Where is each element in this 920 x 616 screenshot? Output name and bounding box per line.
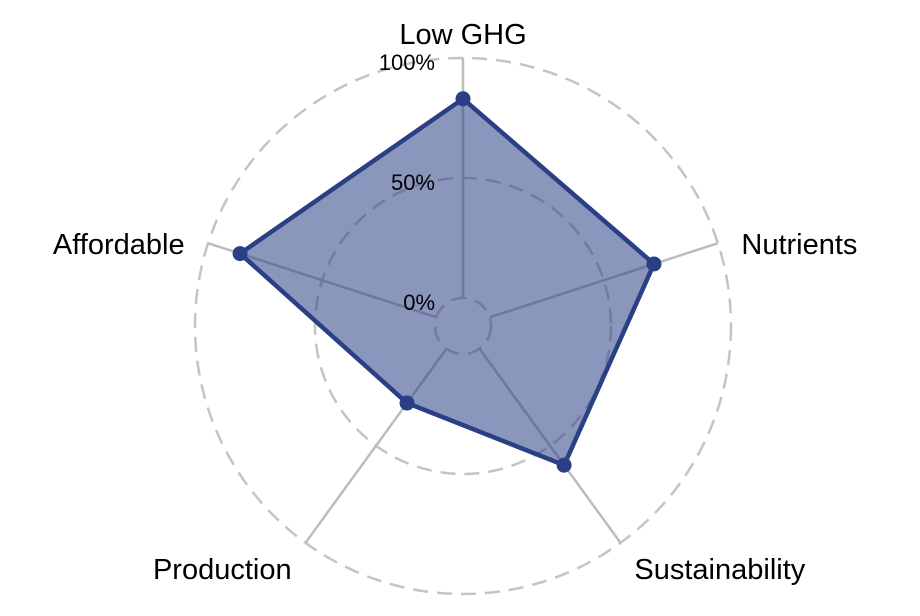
tick-label-50: 50% [391, 170, 435, 195]
series-area [237, 96, 657, 468]
data-points [232, 91, 662, 473]
data-point-4 [232, 246, 248, 262]
data-point-0 [455, 91, 471, 107]
axis-label-4: Affordable [53, 229, 185, 261]
axis-labels: Low GHG Nutrients Sustainability Production… [53, 19, 858, 586]
axis-label-0: Low GHG [399, 19, 526, 51]
tick-label-0: 0% [403, 290, 435, 315]
data-point-2 [556, 457, 572, 473]
axis-label-2: Sustainability [634, 554, 805, 586]
axis-label-3: Production [153, 554, 292, 586]
data-point-3 [399, 395, 415, 411]
axis-label-1: Nutrients [741, 229, 857, 261]
radial-tick-labels: 0% 50% 100% [379, 50, 435, 315]
data-point-1 [646, 256, 662, 272]
tick-label-100: 100% [379, 50, 435, 75]
